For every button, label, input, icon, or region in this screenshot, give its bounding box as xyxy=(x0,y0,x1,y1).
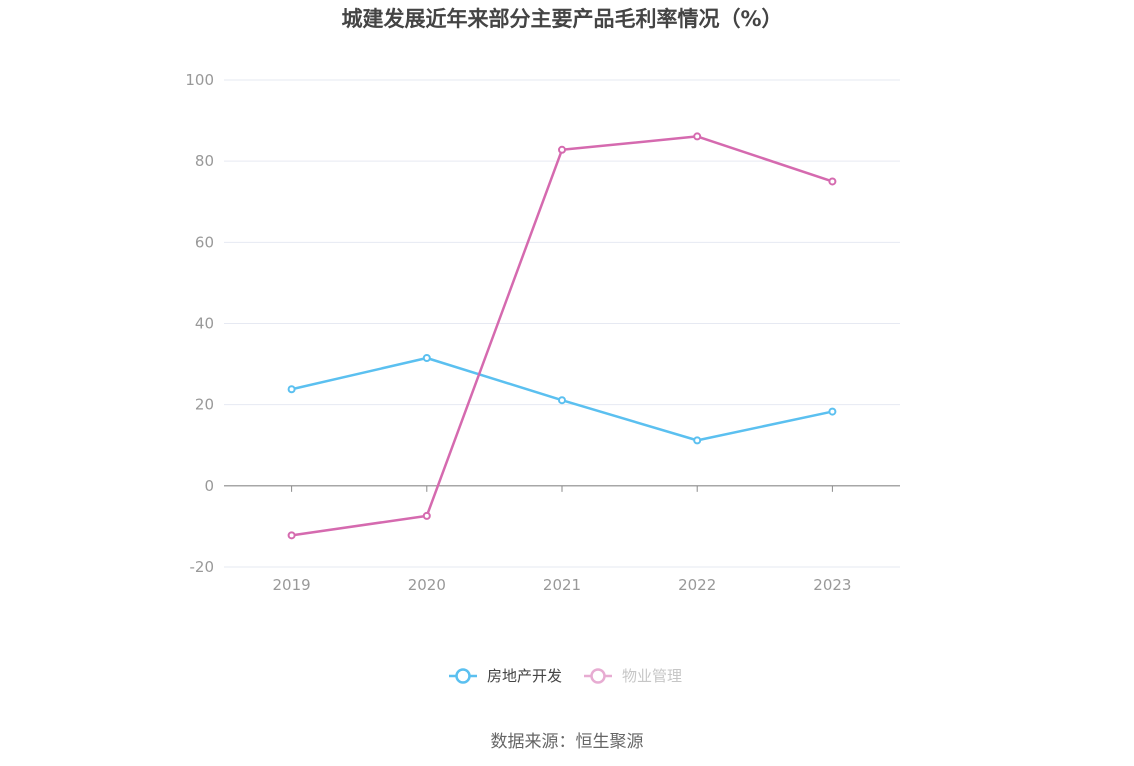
x-tick-label: 2019 xyxy=(273,576,311,594)
data-point[interactable] xyxy=(693,132,702,141)
legend-marker xyxy=(455,668,471,684)
x-tick-label: 2022 xyxy=(678,576,716,594)
legend-label: 物业管理 xyxy=(622,667,682,685)
data-point[interactable] xyxy=(422,511,431,520)
y-tick-label: 40 xyxy=(195,315,214,333)
x-tick-label: 2020 xyxy=(408,576,446,594)
data-point[interactable] xyxy=(422,353,431,362)
chart-title: 城建发展近年来部分主要产品毛利率情况（%） xyxy=(341,7,782,31)
y-tick-label: 0 xyxy=(204,477,214,495)
y-tick-label: 60 xyxy=(195,233,214,251)
x-axis: 2019 2020 2021 2022 2023 xyxy=(224,485,900,594)
data-point[interactable] xyxy=(828,407,837,416)
data-point[interactable] xyxy=(693,436,702,445)
y-tick-label: 80 xyxy=(195,152,214,170)
data-point[interactable] xyxy=(287,531,296,540)
series-lines xyxy=(287,132,837,540)
legend-item-0[interactable]: 房地产开发 xyxy=(449,667,562,685)
legend-item-1[interactable]: 物业管理 xyxy=(584,667,682,685)
data-point[interactable] xyxy=(558,396,566,405)
legend[interactable]: 房地产开发 物业管理 xyxy=(449,667,682,685)
y-tick-label: 100 xyxy=(185,71,214,89)
source-note: 数据来源：恒生聚源 xyxy=(491,732,644,752)
legend-label: 房地产开发 xyxy=(487,667,562,685)
x-tick-label: 2021 xyxy=(543,576,581,594)
data-point[interactable] xyxy=(828,177,837,186)
y-tick-label: 20 xyxy=(195,396,214,414)
data-point[interactable] xyxy=(287,385,296,394)
legend-marker xyxy=(590,668,606,684)
data-point[interactable] xyxy=(558,145,566,154)
y-axis-labels: 100 80 60 40 20 0 -20 xyxy=(185,71,214,576)
grid-lines xyxy=(224,79,900,568)
x-tick-label: 2023 xyxy=(813,576,851,594)
series-line-1 xyxy=(291,135,833,537)
y-tick-label: -20 xyxy=(190,558,215,576)
